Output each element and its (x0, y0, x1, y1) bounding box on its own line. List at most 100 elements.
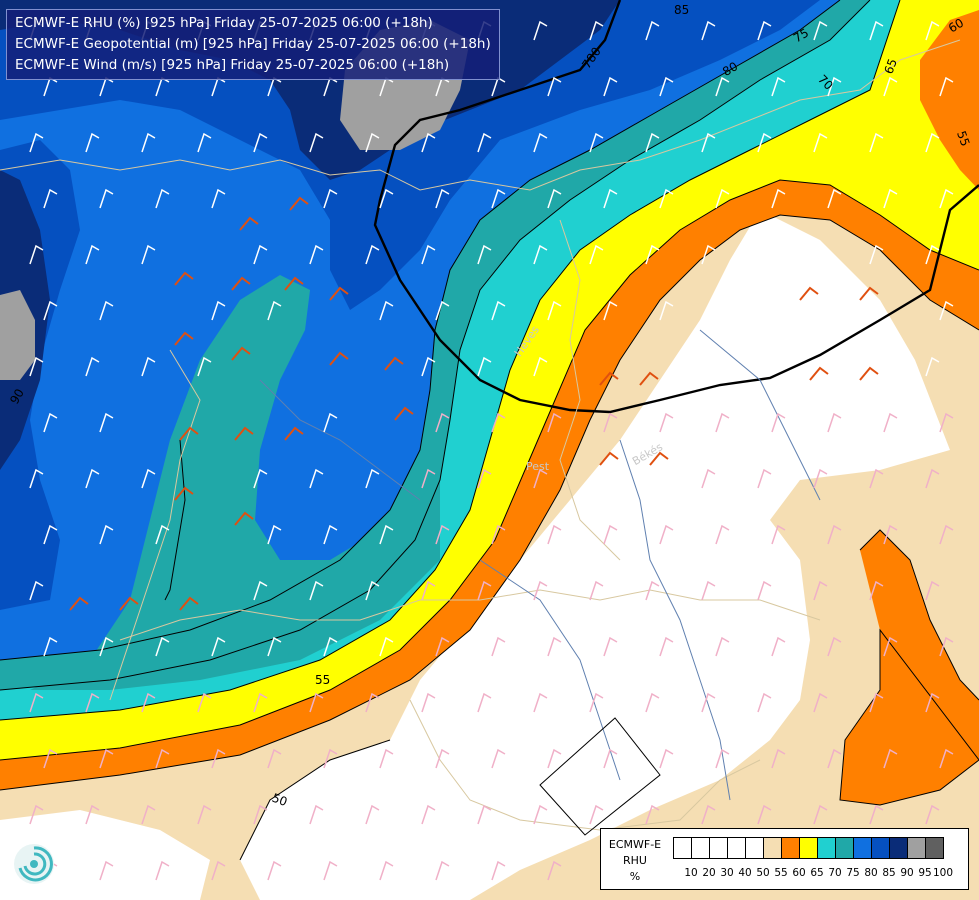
legend-tick-label: 60 (792, 867, 806, 879)
rhu-60-patch-right (840, 530, 979, 805)
legend-swatch (835, 837, 854, 859)
legend-swatch (871, 837, 890, 859)
wind-barb (43, 636, 58, 657)
wind-barb (141, 244, 156, 265)
wind-barb (925, 132, 940, 153)
wind-barb (701, 468, 716, 489)
wind-barb (533, 20, 548, 41)
legend-swatch (691, 837, 710, 859)
legend-tick-label: 20 (702, 867, 716, 879)
wind-barb (85, 132, 100, 153)
wind-barb (757, 356, 772, 377)
wind-barb (379, 524, 394, 545)
wind-barb (701, 692, 716, 713)
wind-barb-strong (649, 451, 669, 466)
wind-barb (771, 636, 786, 657)
wind-barb-strong (239, 216, 259, 231)
contour-label-90: 90 (7, 386, 27, 406)
wind-barb (925, 468, 940, 489)
wind-barb (883, 636, 898, 657)
wind-barb-strong (329, 351, 349, 366)
wind-barb (883, 188, 898, 209)
wind-barb (771, 524, 786, 545)
wind-barb (813, 580, 828, 601)
wind-barb (477, 132, 492, 153)
legend-swatch (925, 837, 944, 859)
wind-barb-strong (599, 451, 619, 466)
wind-barb (603, 300, 618, 321)
geopotential-780-contour (373, 0, 979, 414)
wind-barb (253, 804, 268, 825)
wind-barb (253, 692, 268, 713)
wind-barb (29, 580, 44, 601)
wind-barb-strong (599, 371, 619, 386)
legend-swatch (745, 837, 764, 859)
wind-barb-strong (284, 276, 304, 291)
wind-barb (29, 804, 44, 825)
wind-barb (533, 356, 548, 377)
wind-barb (141, 468, 156, 489)
wind-barb (141, 804, 156, 825)
wind-barb-strong (809, 366, 829, 381)
wind-barb (883, 748, 898, 769)
wind-barb (757, 580, 772, 601)
wind-barb (813, 244, 828, 265)
wind-barb (43, 748, 58, 769)
wind-barb (603, 188, 618, 209)
place-label-pest: Pest (526, 460, 550, 473)
wind-barb (323, 860, 338, 881)
wind-barb (211, 188, 226, 209)
contour-label-80: 80 (720, 59, 740, 79)
wind-barb (309, 580, 324, 601)
wind-barb (533, 244, 548, 265)
wind-barb-strong (234, 426, 254, 441)
wind-barb (939, 76, 954, 97)
wind-barb (491, 860, 506, 881)
wind-barb (645, 580, 660, 601)
wind-barb (323, 412, 338, 433)
wind-barb-strong (289, 196, 309, 211)
wind-barb (435, 188, 450, 209)
contour-label-65: 65 (882, 57, 900, 76)
wind-barb (701, 804, 716, 825)
wind-barb (477, 356, 492, 377)
contour-label-85: 85 (674, 3, 689, 17)
wind-barb (869, 20, 884, 41)
wind-barb (645, 132, 660, 153)
wind-barb (771, 300, 786, 321)
wind-barb (99, 748, 114, 769)
wind-barb-strong (69, 596, 89, 611)
wind-barb (211, 748, 226, 769)
wind-barb (589, 20, 604, 41)
wind-barb-strong (799, 286, 819, 301)
wind-barb (659, 636, 674, 657)
legend-swatch (907, 837, 926, 859)
wind-barb (827, 748, 842, 769)
wind-barb (323, 748, 338, 769)
wind-barb (715, 188, 730, 209)
wind-barb (925, 804, 940, 825)
wind-barb (155, 748, 170, 769)
legend-tick-label: 30 (720, 867, 734, 879)
wind-barb (85, 244, 100, 265)
wind-barb (267, 524, 282, 545)
wind-barb-strong (231, 276, 251, 291)
wind-barb (827, 188, 842, 209)
wind-barb (85, 692, 100, 713)
wind-barb (715, 300, 730, 321)
wind-barb (757, 20, 772, 41)
wind-barb (715, 524, 730, 545)
wind-barb (589, 580, 604, 601)
wind-barb-strong (119, 596, 139, 611)
wind-barb (365, 692, 380, 713)
wind-barb (29, 132, 44, 153)
wind-barb (827, 636, 842, 657)
wind-barb (43, 300, 58, 321)
wind-barb (533, 580, 548, 601)
wind-barb (155, 524, 170, 545)
wind-barb (547, 636, 562, 657)
wind-barb (211, 300, 226, 321)
wind-barb (309, 244, 324, 265)
wind-barb (757, 468, 772, 489)
